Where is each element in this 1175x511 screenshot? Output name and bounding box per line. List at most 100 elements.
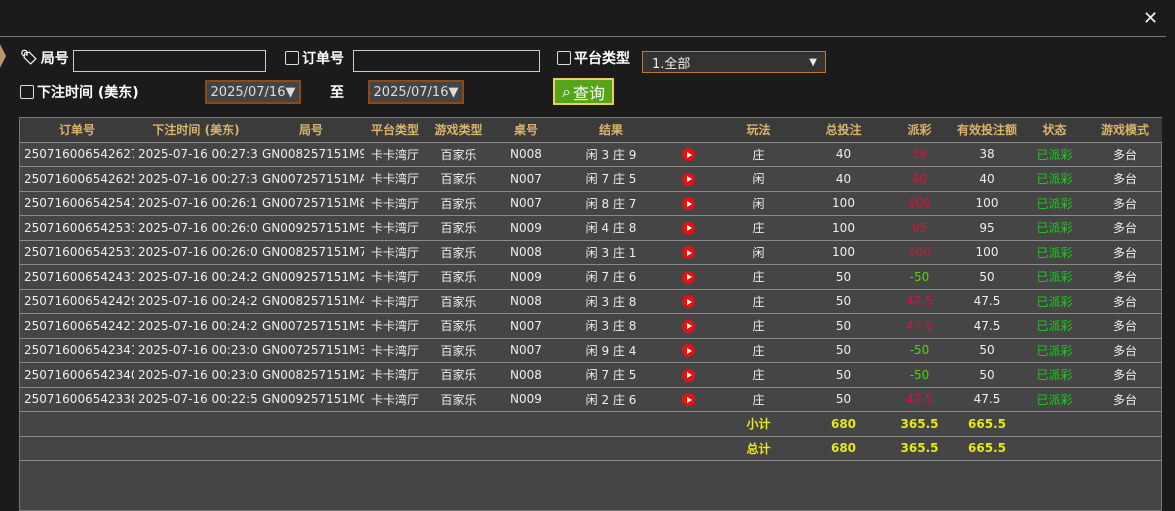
empty-cell bbox=[1021, 411, 1088, 437]
play-video-icon[interactable] bbox=[682, 172, 695, 186]
valid-bet: 50 bbox=[953, 338, 1021, 363]
query-button[interactable]: ⌕ 查询 bbox=[553, 78, 614, 105]
total-bet: 50 bbox=[801, 387, 886, 412]
status: 已派彩 bbox=[1021, 142, 1088, 167]
subtotal-row: 小计 680 365.5 665.5 bbox=[20, 411, 1162, 437]
date-to[interactable]: 2025/07/16▼ bbox=[368, 80, 464, 104]
round-id: GN009257151M2 bbox=[258, 264, 364, 290]
order-id: 250716006542625 bbox=[20, 166, 134, 192]
table-row[interactable]: 250716006542429 2025-07-16 00:24:22 GN0082… bbox=[20, 289, 1162, 314]
order-input[interactable] bbox=[353, 50, 540, 72]
status: 已派彩 bbox=[1021, 215, 1088, 241]
column-header[interactable]: 总投注 bbox=[801, 118, 886, 143]
column-header[interactable]: 下注时间 (美东) bbox=[134, 118, 258, 143]
round-input[interactable] bbox=[73, 50, 266, 72]
table-row[interactable]: 250716006542625 2025-07-16 00:27:33 GN0072… bbox=[20, 166, 1162, 192]
total-bet: 50 bbox=[801, 289, 886, 314]
column-header[interactable] bbox=[661, 118, 716, 143]
game-type: 百家乐 bbox=[426, 313, 491, 339]
close-button[interactable]: ✕ bbox=[1143, 8, 1159, 29]
column-header[interactable]: 订单号 bbox=[20, 118, 134, 143]
play-video-icon[interactable] bbox=[682, 197, 695, 211]
payout: 47.5 bbox=[886, 289, 953, 314]
empty-cell bbox=[561, 411, 661, 437]
game-mode: 多台 bbox=[1088, 166, 1162, 192]
empty-cell bbox=[134, 411, 258, 437]
game-type: 百家乐 bbox=[426, 338, 491, 363]
column-header[interactable]: 玩法 bbox=[716, 118, 801, 143]
play-video-icon[interactable] bbox=[682, 295, 695, 309]
table-row[interactable]: 250716006542531 2025-07-16 00:26:06 GN0082… bbox=[20, 240, 1162, 265]
play-video-icon[interactable] bbox=[682, 368, 695, 382]
table-row[interactable]: 250716006542338 2025-07-16 00:22:59 GN0092… bbox=[20, 387, 1162, 412]
order-id: 250716006542338 bbox=[20, 387, 134, 412]
column-header[interactable]: 结果 bbox=[561, 118, 661, 143]
result: 闲 8 庄 7 bbox=[561, 191, 661, 216]
bet-type: 闲 bbox=[716, 166, 801, 192]
game-type: 百家乐 bbox=[426, 166, 491, 192]
payout: -50 bbox=[886, 338, 953, 363]
result: 闲 3 庄 8 bbox=[561, 289, 661, 314]
side-tab[interactable] bbox=[0, 44, 6, 68]
column-header[interactable]: 游戏模式 bbox=[1088, 118, 1162, 143]
table-row[interactable]: 250716006542421 2025-07-16 00:24:21 GN0072… bbox=[20, 313, 1162, 339]
play-video-icon[interactable] bbox=[682, 148, 695, 162]
platform-select[interactable]: 1.全部 ▼ bbox=[642, 51, 826, 73]
date-from[interactable]: 2025/07/16▼ bbox=[205, 80, 301, 104]
column-header[interactable]: 桌号 bbox=[491, 118, 561, 143]
subtotal-label: 小计 bbox=[716, 411, 801, 437]
play-video-icon[interactable] bbox=[682, 393, 695, 407]
column-header[interactable]: 有效投注额 bbox=[953, 118, 1021, 143]
table-no: N009 bbox=[491, 215, 561, 241]
order-id: 250716006542541 bbox=[20, 191, 134, 216]
table-row[interactable]: 250716006542341 2025-07-16 00:23:03 GN0072… bbox=[20, 338, 1162, 363]
game-mode: 多台 bbox=[1088, 313, 1162, 339]
empty-cell bbox=[661, 411, 716, 437]
valid-bet: 50 bbox=[953, 362, 1021, 388]
total-bet: 50 bbox=[801, 264, 886, 290]
payout: 100 bbox=[886, 191, 953, 216]
play-video-icon[interactable] bbox=[682, 246, 695, 260]
bet-time: 2025-07-16 00:22:59 bbox=[134, 387, 258, 412]
round-id: GN008257151M9 bbox=[258, 142, 364, 167]
column-header[interactable]: 状态 bbox=[1021, 118, 1088, 143]
platform-value: 1.全部 bbox=[652, 56, 691, 72]
table-row[interactable]: 250716006542533 2025-07-16 00:26:09 GN0092… bbox=[20, 215, 1162, 241]
play-video-icon[interactable] bbox=[682, 221, 695, 235]
column-header[interactable]: 局号 bbox=[258, 118, 364, 143]
table-no: N008 bbox=[491, 362, 561, 388]
game-mode: 多台 bbox=[1088, 387, 1162, 412]
round-id: GN007257151M8 bbox=[258, 191, 364, 216]
valid-bet: 50 bbox=[953, 264, 1021, 290]
table-row[interactable]: 250716006542541 2025-07-16 00:26:17 GN0072… bbox=[20, 191, 1162, 216]
total-bet: 40 bbox=[801, 142, 886, 167]
payout: 95 bbox=[886, 215, 953, 241]
platform: 卡卡湾厅 bbox=[364, 387, 426, 412]
round-id: GN008257151M7 bbox=[258, 240, 364, 265]
status: 已派彩 bbox=[1021, 387, 1088, 412]
platform: 卡卡湾厅 bbox=[364, 362, 426, 388]
valid-bet: 47.5 bbox=[953, 313, 1021, 339]
round-id: GN008257151M4 bbox=[258, 289, 364, 314]
chevron-down-icon: ▼ bbox=[809, 56, 817, 68]
total-row: 总计 680 365.5 665.5 bbox=[20, 436, 1162, 461]
column-header[interactable]: 游戏类型 bbox=[426, 118, 491, 143]
play-video-icon[interactable] bbox=[682, 270, 695, 284]
game-mode: 多台 bbox=[1088, 142, 1162, 167]
status: 已派彩 bbox=[1021, 191, 1088, 216]
empty-cell bbox=[364, 436, 426, 461]
table-row[interactable]: 250716006542431 2025-07-16 00:24:25 GN0092… bbox=[20, 264, 1162, 290]
video-cell bbox=[661, 142, 716, 167]
empty-cell bbox=[258, 411, 364, 437]
play-video-icon[interactable] bbox=[682, 319, 695, 333]
order-id: 250716006542341 bbox=[20, 338, 134, 363]
column-header[interactable]: 平台类型 bbox=[364, 118, 426, 143]
status: 已派彩 bbox=[1021, 362, 1088, 388]
status: 已派彩 bbox=[1021, 313, 1088, 339]
play-video-icon[interactable] bbox=[682, 344, 695, 358]
bet-time: 2025-07-16 00:23:03 bbox=[134, 338, 258, 363]
game-mode: 多台 bbox=[1088, 240, 1162, 265]
table-row[interactable]: 250716006542340 2025-07-16 00:23:01 GN0082… bbox=[20, 362, 1162, 388]
column-header[interactable]: 派彩 bbox=[886, 118, 953, 143]
table-row[interactable]: 250716006542627 2025-07-16 00:27:35 GN0082… bbox=[20, 142, 1162, 167]
